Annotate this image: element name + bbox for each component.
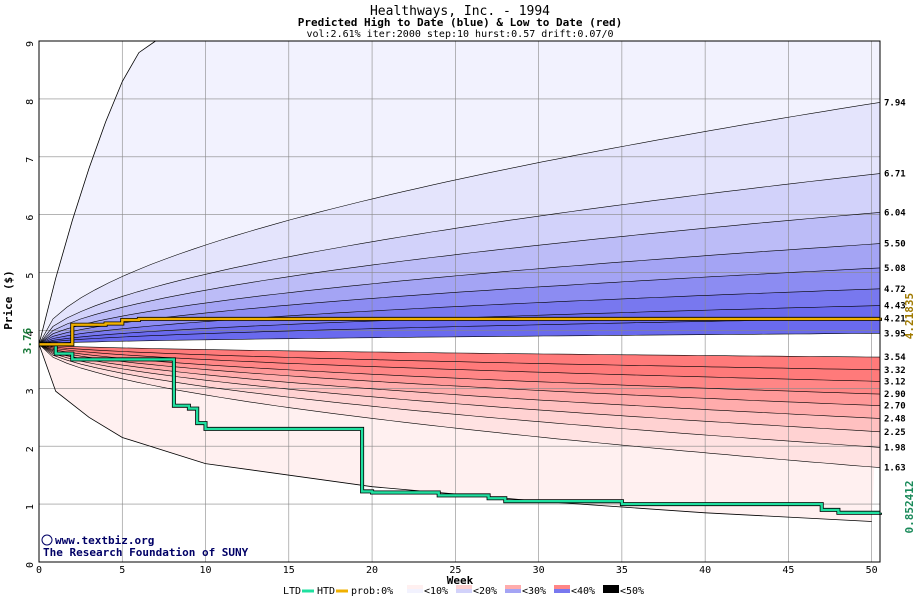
legend-bucket-label: <50% bbox=[620, 586, 644, 597]
band-end-label: 2.70 bbox=[884, 402, 906, 412]
legend-swatch-low bbox=[505, 585, 521, 589]
band-end-label: 3.54 bbox=[884, 353, 906, 363]
legend-bucket-label: <40% bbox=[571, 586, 595, 597]
x-tick-label: 45 bbox=[782, 565, 794, 576]
x-tick-label: 50 bbox=[866, 565, 878, 576]
x-tick-label: 40 bbox=[699, 565, 711, 576]
x-tick-label: 35 bbox=[616, 565, 628, 576]
x-axis-label: Week bbox=[447, 574, 474, 587]
y-tick-label: 5 bbox=[25, 273, 36, 279]
legend-swatch-high bbox=[456, 589, 472, 593]
band-end-labels: 7.94 6.71 6.04 5.50 5.08 4.72 4.43 4.21 3.95 3.54… bbox=[884, 98, 906, 473]
band-boundary-line bbox=[38, 344, 881, 382]
y-tick-label: 4 bbox=[25, 330, 36, 336]
band-boundary-line bbox=[38, 344, 881, 406]
outer-low-line bbox=[38, 344, 872, 522]
x-tick-label: 30 bbox=[533, 565, 545, 576]
watermark-url[interactable]: www.textbiz.org bbox=[55, 534, 154, 547]
band-end-label: 7.94 bbox=[884, 98, 906, 108]
probability-bands bbox=[39, 41, 880, 562]
band-boundary-line bbox=[38, 344, 881, 419]
band-end-label: 4.72 bbox=[884, 285, 906, 295]
legend-swatch-high bbox=[407, 589, 423, 593]
y-tick-label: 3 bbox=[25, 388, 36, 394]
legend-swatch-low bbox=[456, 585, 472, 589]
band-end-label: 2.90 bbox=[884, 390, 906, 400]
y-tick-label: 1 bbox=[25, 504, 36, 510]
band-end-label: 4.43 bbox=[884, 302, 906, 312]
y-tick-label: 7 bbox=[25, 157, 36, 163]
chart-params: vol:2.61% iter:2000 step:10 hurst:0.57 d… bbox=[306, 29, 613, 40]
band-boundary-line bbox=[38, 267, 881, 345]
x-tick-label: 10 bbox=[200, 565, 212, 576]
plot-border bbox=[38, 40, 881, 563]
y-tick-label: 9 bbox=[25, 41, 36, 47]
legend-swatch-high bbox=[603, 589, 619, 593]
x-tick-label: 5 bbox=[119, 565, 125, 576]
y-tick-label: 6 bbox=[25, 215, 36, 221]
legend-swatch-low bbox=[554, 585, 570, 589]
band-end-label: 4.21 bbox=[884, 314, 906, 324]
band-end-label: 3.32 bbox=[884, 366, 906, 376]
band-end-label: 6.04 bbox=[884, 208, 906, 218]
legend-swatch-high bbox=[505, 589, 521, 593]
band-end-label: 6.71 bbox=[884, 170, 906, 180]
grid-lines bbox=[38, 40, 880, 563]
band-boundary-line bbox=[38, 344, 881, 433]
band-boundary-line bbox=[38, 344, 881, 448]
band-end-label: 1.63 bbox=[884, 464, 906, 474]
legend-swatch-low bbox=[407, 585, 423, 589]
legend-swatch-low bbox=[603, 585, 619, 589]
legend-bucket-label: <20% bbox=[473, 586, 497, 597]
band-boundary-line bbox=[38, 344, 881, 468]
band-end-label: 5.08 bbox=[884, 264, 906, 274]
outer-high-line bbox=[38, 40, 156, 345]
low-to-date-value: 0.852412 bbox=[903, 481, 916, 534]
legend-swatch-high bbox=[554, 589, 570, 593]
x-tick-label: 20 bbox=[366, 565, 378, 576]
y-tick-label: 8 bbox=[25, 99, 36, 105]
band-end-label: 5.50 bbox=[884, 240, 906, 250]
copyright-icon bbox=[41, 534, 53, 546]
chart-title: Healthways, Inc. - 1994 bbox=[370, 4, 550, 19]
low-to-date-line bbox=[38, 343, 882, 514]
band-end-label: 3.95 bbox=[884, 329, 906, 339]
band-end-label: 2.25 bbox=[884, 428, 906, 438]
y-tick-label: 2 bbox=[25, 446, 36, 452]
watermark-org: The Research Foundation of SUNY bbox=[43, 546, 249, 559]
legend-bucket-label: <30% bbox=[522, 586, 546, 597]
x-tick-label: 15 bbox=[283, 565, 295, 576]
chart-subtitle: Predicted High to Date (blue) & Low to D… bbox=[298, 16, 623, 29]
band-boundary-line bbox=[38, 243, 881, 345]
legend-htd-label: HTD bbox=[317, 586, 335, 597]
y-tick-label: 0 bbox=[25, 562, 36, 568]
band-end-label: 2.48 bbox=[884, 414, 906, 424]
band-boundary-line bbox=[38, 344, 881, 358]
band-end-label: 3.12 bbox=[884, 377, 906, 387]
high-to-date-line bbox=[38, 317, 882, 346]
x-tick-label: 0 bbox=[36, 565, 42, 576]
band-boundary-line bbox=[38, 212, 881, 345]
band-boundary-line bbox=[38, 333, 881, 345]
legend-prob-label: prob:0% bbox=[351, 586, 393, 597]
band-end-label: 1.98 bbox=[884, 443, 906, 453]
band-boundary-line bbox=[38, 173, 881, 345]
band-boundary-line bbox=[38, 344, 881, 371]
price-paths bbox=[38, 40, 882, 522]
legend-ltd-label: LTD bbox=[283, 586, 301, 597]
y-axis-label: Price ($) bbox=[2, 270, 15, 330]
band-boundary-line bbox=[38, 344, 881, 395]
high-to-date-value: 4.21835 bbox=[903, 293, 916, 339]
x-tick-label: 25 bbox=[449, 565, 461, 576]
band-boundary-line bbox=[38, 288, 881, 345]
watermark[interactable]: www.textbiz.org The Research Foundation … bbox=[41, 534, 249, 559]
legend: LTD HTD prob:0% <10% <20% <30% <40% <50% bbox=[283, 585, 644, 597]
band-boundary-line bbox=[38, 102, 881, 345]
start-price-label: 3.76 bbox=[21, 327, 34, 354]
legend-bucket-label: <10% bbox=[424, 586, 448, 597]
